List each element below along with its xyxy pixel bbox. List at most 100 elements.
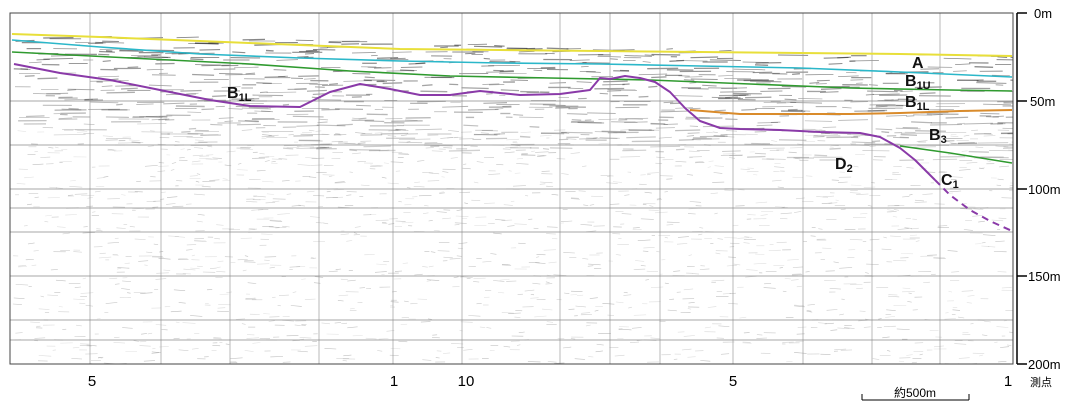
noise-stroke (629, 341, 640, 343)
noise-stroke (708, 160, 714, 162)
noise-stroke (883, 236, 887, 239)
noise-stroke (979, 167, 985, 169)
reflection-stroke (881, 131, 890, 134)
noise-stroke (588, 263, 601, 266)
reflection-stroke (1005, 116, 1013, 118)
reflection-stroke (744, 143, 773, 146)
reflection-stroke (872, 93, 900, 95)
noise-stroke (82, 277, 86, 280)
noise-stroke (868, 250, 873, 252)
noise-stroke (310, 256, 315, 259)
noise-stroke (134, 238, 146, 240)
noise-stroke (428, 220, 433, 222)
reflection-stroke (702, 125, 735, 128)
noise-stroke (71, 358, 83, 360)
noise-stroke (987, 246, 996, 248)
reflection-stroke (663, 101, 674, 104)
noise-stroke (442, 171, 449, 173)
reflection-stroke (131, 141, 141, 144)
noise-stroke (460, 276, 473, 278)
noise-stroke (726, 264, 737, 267)
noise-stroke (349, 171, 353, 173)
noise-stroke (688, 254, 692, 256)
reflection-stroke (788, 151, 797, 154)
noise-stroke (786, 361, 793, 363)
noise-stroke (245, 297, 256, 299)
noise-stroke (706, 131, 713, 134)
reflection-stroke (176, 36, 199, 39)
noise-stroke (33, 250, 39, 252)
noise-stroke (253, 195, 257, 197)
reflection-stroke (756, 124, 773, 127)
reflection-stroke (689, 82, 697, 84)
reflection-stroke (415, 128, 442, 131)
noise-stroke (194, 142, 208, 144)
noise-stroke (201, 185, 211, 188)
layer-label-main: B (227, 85, 239, 102)
reflection-stroke (461, 87, 489, 90)
layer-label-main: B (905, 94, 917, 111)
noise-stroke (202, 180, 216, 182)
reflection-stroke (98, 53, 110, 56)
noise-stroke (633, 314, 647, 316)
noise-stroke (337, 300, 344, 302)
reflection-stroke (638, 95, 649, 98)
noise-stroke (458, 242, 468, 244)
reflection-stroke (136, 103, 154, 106)
reflection-stroke (483, 102, 508, 104)
noise-stroke (919, 353, 923, 356)
noise-stroke (539, 183, 546, 185)
noise-stroke (915, 240, 920, 242)
noise-stroke (282, 319, 295, 322)
noise-stroke (902, 287, 911, 289)
noise-stroke (585, 324, 591, 327)
reflection-stroke (594, 131, 627, 133)
reflection-stroke (509, 60, 521, 63)
reflection-stroke (231, 98, 255, 100)
layer-label-main: B (929, 127, 941, 144)
reflection-stroke (943, 57, 972, 60)
noise-stroke (191, 348, 199, 350)
noise-stroke (116, 227, 126, 229)
noise-stroke (401, 221, 414, 224)
noise-stroke (818, 322, 828, 324)
noise-stroke (216, 271, 226, 273)
noise-stroke (695, 161, 704, 163)
noise-stroke (515, 310, 523, 312)
reflection-stroke (535, 151, 549, 153)
reflection-stroke (119, 50, 144, 52)
noise-stroke (806, 310, 812, 312)
reflection-stroke (356, 104, 371, 107)
noise-stroke (85, 304, 94, 307)
reflection-stroke (349, 148, 381, 151)
noise-stroke (291, 205, 301, 207)
noise-stroke (261, 233, 273, 235)
noise-stroke (460, 321, 473, 323)
reflection-stroke (404, 119, 418, 121)
noise-stroke (784, 278, 791, 280)
noise-stroke (566, 138, 577, 140)
noise-stroke (309, 216, 320, 218)
noise-stroke (866, 263, 879, 265)
reflection-stroke (838, 75, 859, 77)
noise-stroke (493, 232, 502, 235)
noise-stroke (269, 219, 282, 221)
label-A: A (912, 55, 924, 72)
noise-stroke (580, 224, 593, 226)
noise-stroke (863, 326, 871, 328)
noise-stroke (370, 164, 381, 167)
noise-stroke (352, 152, 361, 155)
noise-stroke (810, 235, 816, 237)
noise-stroke (439, 191, 444, 193)
noise-stroke (514, 316, 521, 318)
reflection-stroke (97, 75, 120, 78)
reflection-stroke (493, 133, 506, 136)
noise-stroke (583, 204, 589, 206)
noise-stroke (600, 175, 614, 177)
noise-stroke (944, 318, 956, 320)
noise-stroke (420, 321, 431, 323)
noise-stroke (114, 283, 120, 285)
noise-stroke (824, 322, 834, 325)
reflection-stroke (766, 158, 786, 160)
noise-stroke (59, 161, 72, 163)
